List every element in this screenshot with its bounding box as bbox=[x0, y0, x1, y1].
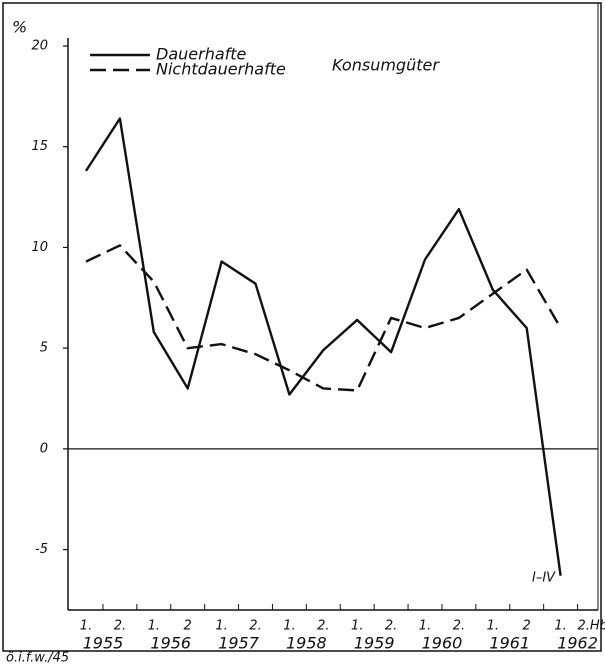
legend-label: Dauerhafte bbox=[156, 45, 247, 64]
x-tick-label: 2 bbox=[523, 619, 531, 634]
annotation: I–IV bbox=[532, 571, 556, 586]
x-tick-label: 2. bbox=[114, 619, 126, 634]
year-label: 1958 bbox=[286, 634, 327, 653]
legend-title: Konsumgüter bbox=[332, 56, 440, 75]
x-tick-label: 2. bbox=[453, 619, 465, 634]
year-label: 1955 bbox=[83, 634, 124, 653]
year-label: 1960 bbox=[422, 634, 463, 653]
x-tick-label: 2. bbox=[317, 619, 329, 634]
year-label: 1961 bbox=[489, 634, 530, 653]
x-tick-label: 1. bbox=[148, 619, 160, 634]
x-tick-label: 1. bbox=[487, 619, 499, 634]
y-tick-label: 10 bbox=[31, 240, 48, 255]
year-label: 1957 bbox=[218, 634, 260, 653]
x-tick-label: 1. bbox=[351, 619, 363, 634]
x-tick-label: 2 bbox=[184, 619, 192, 634]
y-tick-label: 0 bbox=[40, 441, 48, 456]
x-tick-label: 1. bbox=[283, 619, 295, 634]
y-unit: % bbox=[12, 18, 27, 37]
x-tick-label: 2. bbox=[385, 619, 397, 634]
x-tick-label: 1. bbox=[554, 619, 566, 634]
y-tick-label: 5 bbox=[40, 341, 48, 356]
frame bbox=[2, 2, 602, 652]
year-label: 1962 bbox=[557, 634, 598, 653]
year-label: 1959 bbox=[354, 634, 395, 653]
x-tick-label: 2. bbox=[249, 619, 261, 634]
y-tick-label: 15 bbox=[31, 139, 48, 154]
series-line bbox=[84, 117, 562, 576]
source: ö.i.f.w./45 bbox=[6, 651, 69, 666]
x-tick-label: 2.Hbj bbox=[577, 619, 605, 634]
y-tick-label: 20 bbox=[31, 39, 48, 54]
x-tick-label: 1. bbox=[80, 619, 92, 634]
x-tick-label: 1. bbox=[419, 619, 431, 634]
legend-label: Nichtdauerhafte bbox=[156, 60, 286, 79]
y-tick-label: -5 bbox=[35, 542, 48, 557]
series-line bbox=[85, 244, 562, 392]
x-tick-label: 1. bbox=[215, 619, 227, 634]
year-label: 1956 bbox=[150, 634, 191, 653]
